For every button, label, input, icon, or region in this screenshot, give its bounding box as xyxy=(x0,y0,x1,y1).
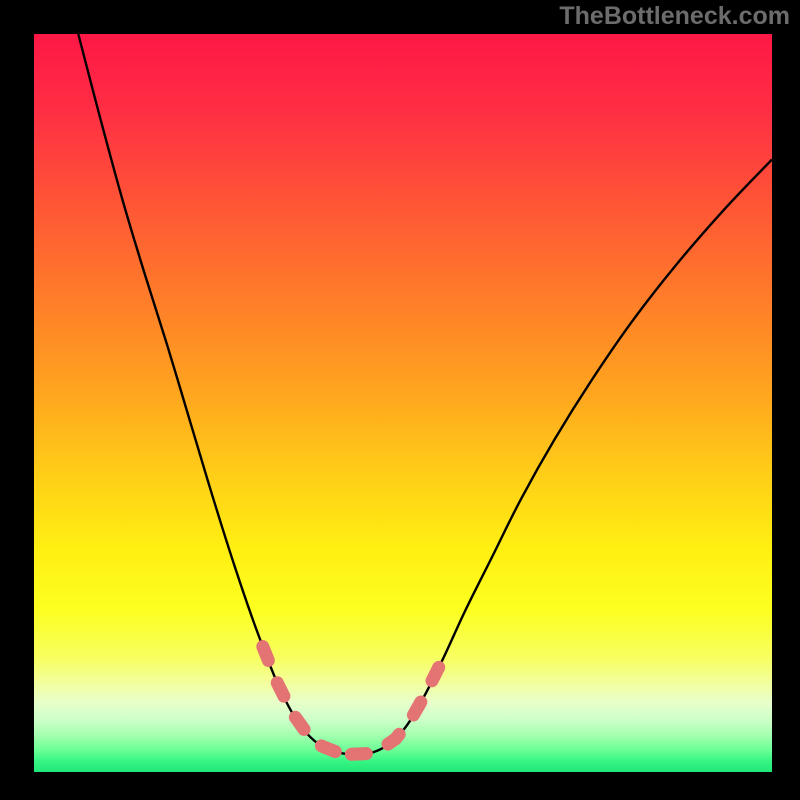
plot-area xyxy=(34,34,772,772)
watermark-text: TheBottleneck.com xyxy=(559,2,790,31)
chart-frame: TheBottleneck.com xyxy=(0,0,800,800)
chart-svg xyxy=(34,34,772,772)
gradient-background xyxy=(34,34,772,772)
